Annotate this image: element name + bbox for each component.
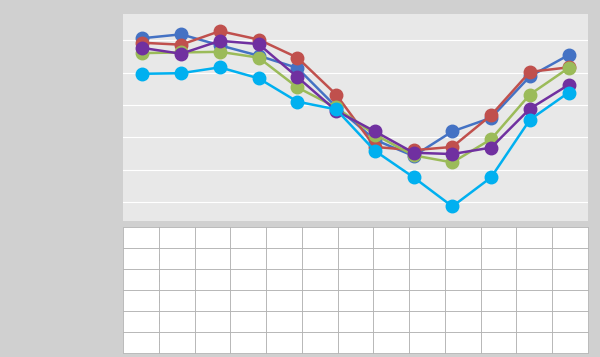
Text: 37,9: 37,9 [202, 317, 223, 326]
Text: 27,7: 27,7 [524, 338, 544, 347]
Text: 34,4: 34,4 [524, 254, 544, 263]
Text: Oct: Oct [491, 233, 506, 242]
Text: 34,8: 34,8 [167, 338, 187, 347]
Text: 34,1: 34,1 [274, 338, 294, 347]
Text: 29,6: 29,6 [346, 296, 365, 305]
Text: 2019: 2019 [145, 317, 168, 326]
Text: 39,4: 39,4 [274, 317, 294, 326]
Text: 31,9: 31,9 [560, 338, 580, 347]
Text: 22,1: 22,1 [417, 254, 437, 263]
Text: 32,7: 32,7 [310, 296, 329, 305]
Text: Jul: Jul [386, 233, 397, 242]
Text: 39,3: 39,3 [202, 275, 223, 284]
Text: 23,5: 23,5 [382, 275, 401, 284]
Text: 2018: 2018 [145, 296, 168, 305]
Text: Sep: Sep [454, 233, 472, 242]
Text: Mar: Mar [239, 233, 257, 242]
Text: 37,6: 37,6 [274, 254, 294, 263]
Text: 22,6: 22,6 [417, 317, 437, 326]
Text: 28,4: 28,4 [489, 275, 508, 284]
Text: 25,4: 25,4 [382, 296, 401, 305]
Text: 22,4: 22,4 [453, 317, 473, 326]
Text: 31,6: 31,6 [524, 296, 544, 305]
Text: 2020: 2020 [145, 338, 168, 347]
Text: 38,0: 38,0 [167, 296, 187, 305]
Text: Nov: Nov [526, 233, 543, 242]
Text: 35,8: 35,8 [238, 338, 258, 347]
Text: 23,4: 23,4 [489, 317, 508, 326]
Text: 29,3: 29,3 [346, 338, 365, 347]
Text: 29,7: 29,7 [346, 254, 365, 263]
Text: 23,0: 23,0 [417, 275, 437, 284]
Text: 23,5: 23,5 [453, 275, 473, 284]
Text: 37,3: 37,3 [310, 275, 330, 284]
Text: 38,2: 38,2 [238, 296, 258, 305]
Text: 35,1: 35,1 [524, 275, 544, 284]
Text: Jun: Jun [349, 233, 362, 242]
Text: 39,9: 39,9 [238, 317, 258, 326]
Text: Apr: Apr [276, 233, 292, 242]
Text: 37,3: 37,3 [274, 296, 294, 305]
Text: 33,1: 33,1 [560, 317, 580, 326]
Text: Aug: Aug [418, 233, 436, 242]
Text: 22,2: 22,2 [417, 296, 437, 305]
Text: 41,4: 41,4 [238, 275, 258, 284]
Text: 29,4: 29,4 [524, 317, 544, 326]
Text: 28,0: 28,0 [488, 254, 509, 263]
Text: 38,1: 38,1 [202, 296, 223, 305]
Text: May: May [310, 233, 329, 242]
Text: 25,9: 25,9 [382, 317, 401, 326]
Text: 38,8: 38,8 [167, 317, 187, 326]
Text: 35,8: 35,8 [560, 275, 580, 284]
Text: 18,8: 18,8 [488, 338, 509, 347]
Text: 34,3: 34,3 [310, 317, 329, 326]
Text: Dic: Dic [563, 233, 577, 242]
Text: 29,1: 29,1 [346, 317, 365, 326]
Text: 21,1: 21,1 [453, 296, 473, 305]
Text: 2017: 2017 [145, 275, 168, 284]
Text: Jan: Jan [170, 233, 184, 242]
Text: 14,3: 14,3 [453, 338, 473, 347]
Text: 40,1: 40,1 [274, 275, 294, 284]
Text: 22,9: 22,9 [382, 338, 401, 347]
Text: 35,7: 35,7 [310, 254, 330, 263]
Text: 24,7: 24,7 [489, 296, 508, 305]
Text: 40,9: 40,9 [202, 254, 223, 263]
Text: 31,6: 31,6 [346, 275, 365, 284]
Text: 30,5: 30,5 [310, 338, 330, 347]
Text: 24,6: 24,6 [382, 254, 401, 263]
Text: Feb: Feb [205, 233, 220, 242]
Text: 25,9: 25,9 [453, 254, 473, 263]
Text: 40,3: 40,3 [167, 254, 187, 263]
Text: 18,8: 18,8 [417, 338, 437, 347]
Text: 34,9: 34,9 [202, 338, 223, 347]
Text: 35,7: 35,7 [560, 296, 580, 305]
Text: 37,7: 37,7 [560, 254, 580, 263]
Text: 2016: 2016 [145, 254, 168, 263]
Text: 39,2: 39,2 [238, 254, 258, 263]
Text: 39,6: 39,6 [167, 275, 187, 284]
